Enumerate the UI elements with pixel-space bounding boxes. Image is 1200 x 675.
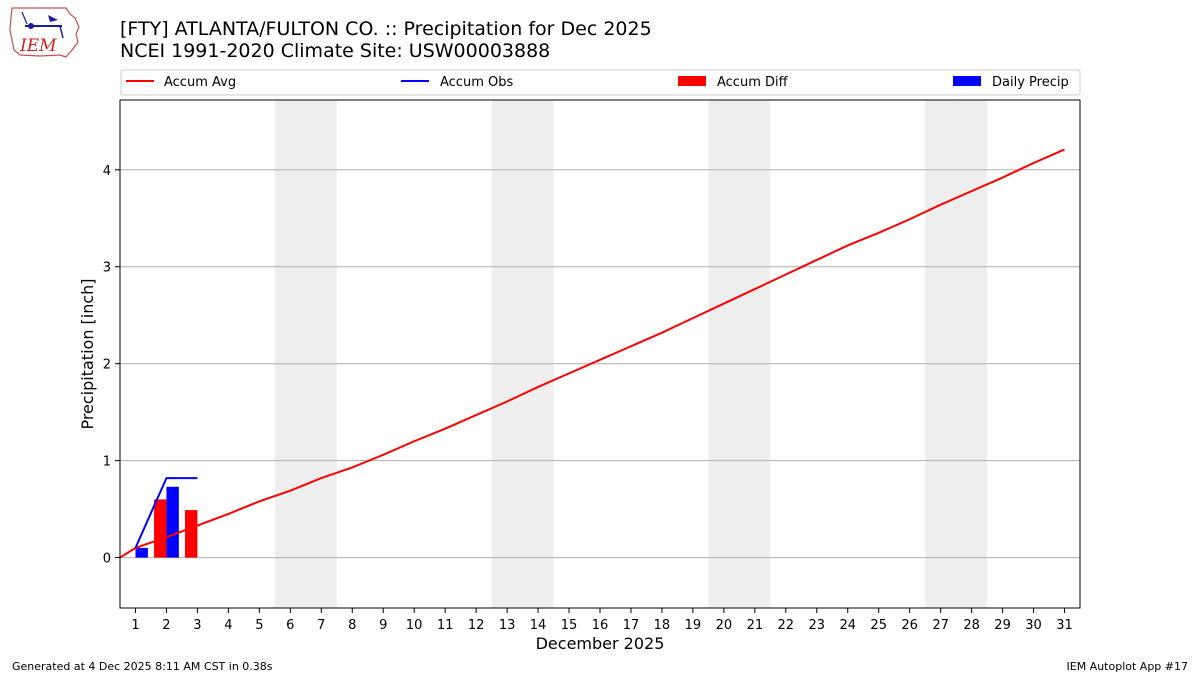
x-tick-label-26: 26 (901, 618, 918, 633)
x-tick-label-24: 24 (839, 618, 856, 633)
footer-app-id: IEM Autoplot App #17 (1067, 660, 1189, 673)
x-tick-label-28: 28 (963, 618, 980, 633)
legend: Accum Avg Accum Obs Accum Diff Daily Pre… (120, 69, 1081, 96)
x-tick-label-2: 2 (162, 618, 170, 633)
legend-label-accum-diff: Accum Diff (717, 75, 789, 90)
x-tick-label-8: 8 (348, 618, 356, 633)
footer-generated: Generated at 4 Dec 2025 8:11 AM CST in 0… (12, 660, 273, 673)
x-tick-label-15: 15 (561, 618, 578, 633)
x-axis-ticks: 1 2 3 4 5 6 7 8 9 10 11 12 13 14 15 16 17 18 19 20 21 22 23 24 2… (131, 608, 1073, 633)
x-tick-label-14: 14 (530, 618, 547, 633)
y-gridlines (120, 169, 1080, 559)
weekend-band-1 (491, 100, 554, 608)
x-tick-label-27: 27 (932, 618, 949, 633)
x-tick-label-5: 5 (255, 618, 263, 633)
bar-accum-diff-day-2 (154, 499, 167, 558)
x-tick-label-11: 11 (437, 618, 454, 633)
x-tick-label-31: 31 (1056, 618, 1073, 633)
bar-daily-precip-day-1 (135, 547, 148, 558)
x-tick-label-6: 6 (286, 618, 294, 633)
weekend-band-3 (925, 100, 988, 608)
x-tick-label-13: 13 (499, 618, 516, 633)
weekend-band-2 (708, 100, 771, 608)
x-tick-label-22: 22 (778, 618, 795, 633)
weekend-band-0 (274, 100, 337, 608)
x-axis-label: December 2025 (536, 634, 665, 653)
x-tick-label-10: 10 (406, 618, 423, 633)
bar-accum-diff-day-3 (185, 510, 198, 558)
line-accum-obs (134, 477, 198, 549)
x-tick-label-29: 29 (994, 618, 1011, 633)
legend-swatch-daily-precip (953, 76, 981, 86)
bar-series (135, 486, 198, 558)
y-tick-label-0: 0 (103, 552, 111, 567)
y-tick-label-1: 1 (103, 455, 111, 470)
x-tick-label-30: 30 (1025, 618, 1042, 633)
x-tick-label-17: 17 (623, 618, 640, 633)
iem-logo: IEM (9, 7, 80, 58)
x-tick-label-18: 18 (654, 618, 671, 633)
legend-label-daily-precip: Daily Precip (992, 75, 1069, 90)
logo-text: IEM (19, 36, 57, 56)
y-axis-ticks: 0 1 2 3 4 (103, 164, 120, 567)
legend-swatch-accum-diff (678, 76, 706, 86)
legend-label-accum-avg: Accum Avg (164, 75, 236, 90)
x-tick-label-20: 20 (716, 618, 733, 633)
x-tick-label-9: 9 (379, 618, 387, 633)
x-tick-label-3: 3 (193, 618, 201, 633)
x-tick-label-25: 25 (870, 618, 887, 633)
bar-daily-precip-day-2 (166, 486, 179, 558)
chart-subtitle: NCEI 1991-2020 Climate Site: USW00003888 (120, 40, 550, 62)
y-axis-label: Precipitation [inch] (78, 278, 97, 429)
y-tick-label-2: 2 (103, 358, 111, 373)
y-tick-label-4: 4 (103, 164, 111, 179)
weekend-bands (274, 100, 988, 608)
x-tick-label-16: 16 (592, 618, 609, 633)
x-tick-label-4: 4 (224, 618, 232, 633)
x-tick-label-19: 19 (685, 618, 702, 633)
x-tick-label-23: 23 (809, 618, 826, 633)
line-series (119, 148, 1065, 559)
x-tick-label-21: 21 (747, 618, 764, 633)
x-tick-label-1: 1 (131, 618, 139, 633)
chart-title: [FTY] ATLANTA/FULTON CO. :: Precipitatio… (120, 18, 652, 40)
line-accum-avg (119, 148, 1065, 559)
y-tick-label-3: 3 (103, 261, 111, 276)
x-tick-label-7: 7 (317, 618, 325, 633)
x-tick-label-12: 12 (468, 618, 485, 633)
legend-label-accum-obs: Accum Obs (440, 75, 513, 90)
